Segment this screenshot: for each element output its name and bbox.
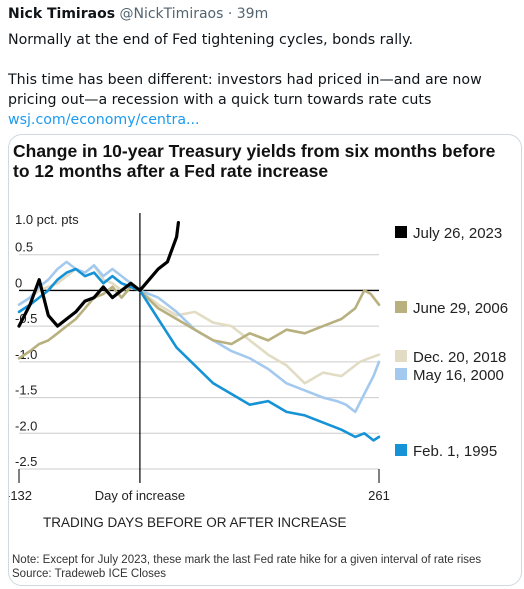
- legend-label: Feb. 1, 1995: [413, 443, 497, 460]
- tweet-header: Nick Timiraos @NickTimiraos · 39m: [8, 6, 268, 22]
- x-tick-label: -132: [9, 488, 32, 503]
- series-line: [17, 285, 381, 360]
- x-tick-label: Day of increase: [95, 488, 185, 503]
- y-tick-label: -2.5: [15, 454, 37, 469]
- y-tick-label: -1.5: [15, 383, 37, 398]
- y-unit-label: 1.0 pct. pts: [15, 212, 79, 227]
- separator-dot: ·: [223, 6, 237, 22]
- chart-title: Change in 10-year Treasury yields from s…: [13, 141, 496, 181]
- tweet-line-2-text: This time has been different: investors …: [8, 72, 482, 108]
- chart-note: Note: Except for July 2023, these mark t…: [12, 554, 482, 566]
- line-chart: 1.0 pct. pts0.50-0.5-1.0-1.5-2.0-2.5-132…: [9, 212, 508, 530]
- legend-swatch: [395, 350, 407, 362]
- tweet-text: Normally at the end of Fed tightening cy…: [8, 30, 514, 130]
- series-line: [17, 220, 180, 328]
- chart-notes: Note: Except for July 2023, these mark t…: [12, 553, 517, 581]
- legend-label: Dec. 20, 2018: [413, 349, 506, 366]
- tweet-line-1: Normally at the end of Fed tightening cy…: [8, 32, 413, 48]
- chart-card[interactable]: Change in 10-year Treasury yields from s…: [8, 134, 522, 586]
- series-line: [17, 260, 381, 414]
- y-tick-label: 0.5: [15, 240, 33, 255]
- legend-label: July 26, 2023: [413, 225, 502, 242]
- legend-swatch: [395, 226, 407, 238]
- legend-swatch: [395, 444, 407, 456]
- legend-label: June 29, 2006: [413, 300, 508, 317]
- author-handle[interactable]: @NickTimiraos: [119, 6, 224, 22]
- article-link[interactable]: wsj.com/economy/centra...: [8, 112, 200, 128]
- x-axis-label: TRADING DAYS BEFORE OR AFTER INCREASE: [43, 515, 347, 530]
- legend-swatch: [395, 301, 407, 313]
- post-time[interactable]: 39m: [236, 6, 269, 22]
- y-tick-label: 0: [15, 275, 22, 290]
- legend-swatch: [395, 368, 407, 380]
- chart-source: Source: Tradeweb ICE Closes: [12, 568, 167, 580]
- tweet-line-2: This time has been different: investors …: [8, 70, 514, 130]
- y-tick-label: -2.0: [15, 418, 37, 433]
- x-tick-label: 261: [368, 488, 390, 503]
- series-line: [17, 267, 381, 442]
- legend-label: May 16, 2000: [413, 367, 504, 384]
- author-name[interactable]: Nick Timiraos: [8, 6, 116, 22]
